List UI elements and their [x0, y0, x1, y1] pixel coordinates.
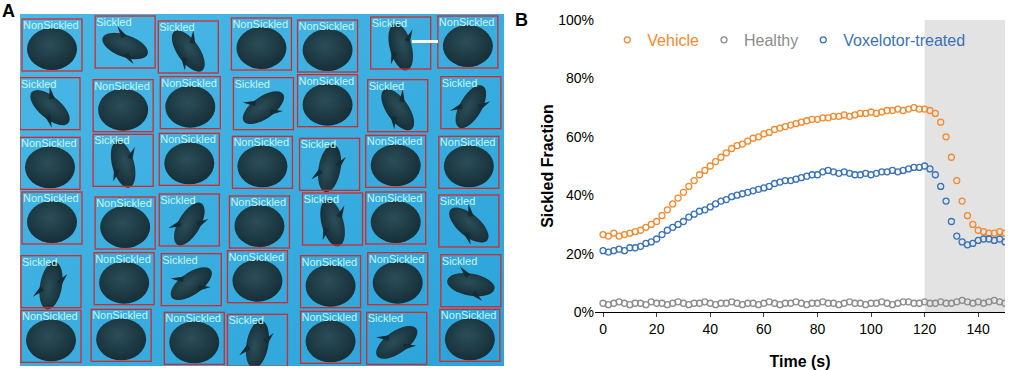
svg-text:80: 80 [810, 321, 826, 337]
svg-text:60%: 60% [566, 129, 594, 145]
svg-text:Sickled Fraction: Sickled Fraction [539, 104, 556, 228]
svg-text:Healthy: Healthy [744, 32, 798, 49]
svg-text:Sickled: Sickled [442, 77, 477, 89]
svg-text:NonSickled: NonSickled [299, 75, 355, 87]
svg-text:NonSickled: NonSickled [302, 311, 358, 323]
svg-text:NonSickled: NonSickled [92, 309, 148, 321]
svg-text:NonSickled: NonSickled [23, 19, 79, 31]
svg-text:NonSickled: NonSickled [441, 309, 497, 321]
svg-text:NonSickled: NonSickled [161, 77, 217, 89]
svg-text:NonSickled: NonSickled [367, 192, 423, 204]
svg-text:20: 20 [649, 321, 665, 337]
svg-text:NonSickled: NonSickled [22, 310, 78, 322]
svg-text:Sickled: Sickled [301, 138, 336, 150]
svg-text:NonSickled: NonSickled [160, 133, 216, 145]
svg-text:Vehicle: Vehicle [647, 32, 699, 49]
svg-text:NonSickled: NonSickled [440, 136, 496, 148]
svg-text:NonSickled: NonSickled [302, 256, 358, 268]
svg-text:NonSickled: NonSickled [165, 312, 221, 324]
svg-text:80%: 80% [566, 70, 594, 86]
svg-text:Sickled: Sickled [96, 16, 131, 28]
svg-text:Sickled: Sickled [440, 195, 475, 207]
svg-text:40%: 40% [566, 187, 594, 203]
svg-text:NonSickled: NonSickled [439, 16, 495, 28]
svg-text:Sickled: Sickled [94, 134, 129, 146]
svg-text:40: 40 [702, 321, 718, 337]
svg-text:Sickled: Sickled [369, 80, 404, 92]
svg-text:60: 60 [756, 321, 772, 337]
svg-text:Sickled: Sickled [234, 78, 269, 90]
svg-text:Sickled: Sickled [162, 254, 197, 266]
svg-text:NonSickled: NonSickled [96, 197, 152, 209]
svg-text:Time (s): Time (s) [769, 353, 830, 370]
svg-text:Sickled: Sickled [304, 193, 339, 205]
svg-text:Sickled: Sickled [22, 256, 57, 268]
svg-text:NonSickled: NonSickled [299, 20, 355, 32]
svg-text:NonSickled: NonSickled [94, 80, 150, 92]
svg-text:Sickled: Sickled [372, 17, 407, 29]
svg-text:Sickled: Sickled [228, 314, 263, 326]
svg-text:NonSickled: NonSickled [95, 253, 151, 265]
svg-text:Sickled: Sickled [21, 78, 56, 90]
svg-text:NonSickled: NonSickled [367, 135, 423, 147]
svg-text:NonSickled: NonSickled [232, 18, 288, 30]
svg-text:Sickled: Sickled [368, 312, 403, 324]
svg-text:Sickled: Sickled [159, 21, 194, 33]
svg-text:Sickled: Sickled [442, 255, 477, 267]
svg-text:NonSickled: NonSickled [23, 192, 79, 204]
svg-text:100: 100 [859, 321, 883, 337]
svg-text:NonSickled: NonSickled [228, 251, 284, 263]
svg-text:Sickled: Sickled [160, 194, 195, 206]
svg-text:120: 120 [913, 321, 937, 337]
svg-text:B: B [515, 10, 528, 30]
svg-text:20%: 20% [566, 246, 594, 262]
svg-text:NonSickled: NonSickled [21, 137, 77, 149]
svg-text:NonSickled: NonSickled [233, 136, 289, 148]
svg-text:Voxelotor-treated: Voxelotor-treated [843, 32, 965, 49]
svg-text:0%: 0% [574, 304, 594, 320]
svg-text:NonSickled: NonSickled [230, 196, 286, 208]
svg-text:100%: 100% [558, 12, 594, 28]
svg-text:A: A [2, 1, 15, 21]
svg-text:0: 0 [599, 321, 607, 337]
svg-text:140: 140 [967, 321, 991, 337]
svg-text:NonSickled: NonSickled [369, 253, 425, 265]
